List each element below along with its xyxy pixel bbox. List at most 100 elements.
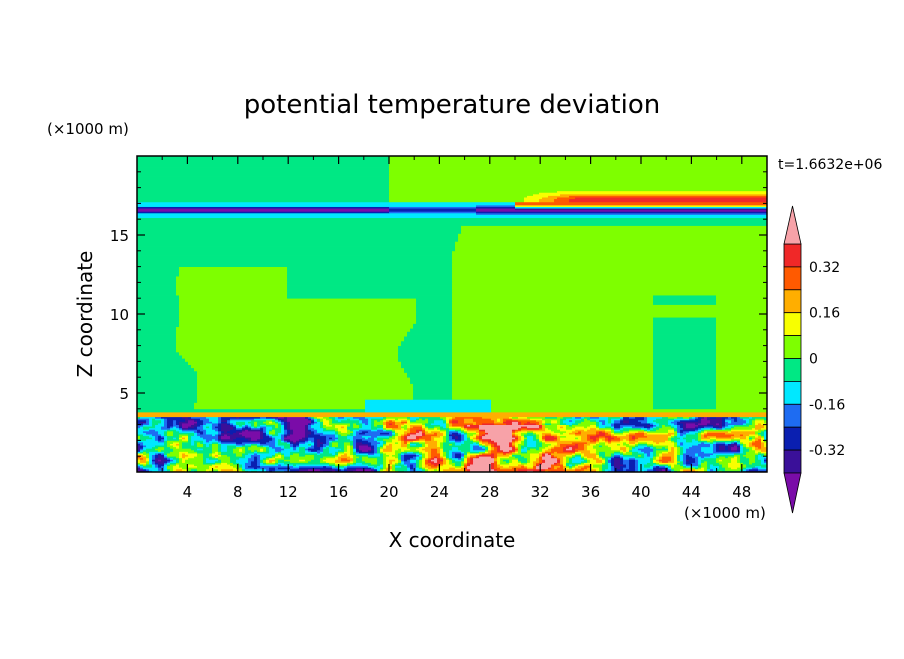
- contour-cell: [536, 441, 543, 444]
- contour-cell: [554, 438, 558, 441]
- contour-cell: [179, 423, 183, 425]
- contour-cell: [734, 441, 738, 444]
- contour-cell: [452, 435, 456, 438]
- contour-cell: [416, 312, 453, 315]
- contour-cell: [347, 453, 351, 456]
- contour-cell: [746, 467, 753, 470]
- contour-cell: [158, 438, 162, 441]
- contour-cell: [407, 434, 411, 437]
- contour-cell: [503, 421, 513, 424]
- contour-cell: [461, 225, 767, 228]
- contour-cell: [644, 426, 651, 429]
- contour-cell: [452, 274, 767, 277]
- contour-cell: [683, 457, 687, 460]
- contour-cell: [671, 464, 675, 467]
- contour-cell: [137, 282, 177, 285]
- contour-cell: [164, 435, 168, 438]
- contour-cell: [389, 419, 393, 422]
- contour-cell: [416, 465, 420, 468]
- contour-cell: [344, 465, 348, 468]
- contour-cell: [683, 460, 687, 463]
- contour-cell: [731, 419, 735, 422]
- contour-cell: [740, 460, 750, 463]
- contour-cell: [740, 454, 744, 457]
- contour-cell: [194, 367, 405, 370]
- contour-cell: [143, 448, 147, 451]
- contour-cell: [260, 435, 264, 438]
- contour-cell: [755, 424, 765, 427]
- contour-cell: [206, 438, 213, 441]
- contour-cell: [476, 438, 480, 441]
- contour-cell: [275, 418, 279, 421]
- contour-cell: [587, 429, 606, 432]
- contour-cell: [245, 464, 252, 467]
- contour-cell: [314, 418, 318, 421]
- contour-cell: [674, 419, 681, 422]
- contour-cell: [452, 276, 767, 279]
- contour-cell: [176, 347, 399, 350]
- contour-cell: [653, 340, 717, 343]
- contour-cell: [539, 462, 543, 465]
- contour-cell: [623, 457, 630, 460]
- contour-cell: [605, 443, 618, 446]
- contour-cell: [614, 434, 627, 437]
- contour-cell: [389, 189, 767, 192]
- contour-cell: [359, 427, 372, 430]
- contour-cell: [440, 446, 444, 449]
- contour-cell: [452, 302, 654, 305]
- contour-cell: [389, 160, 767, 163]
- contour-cell: [620, 438, 624, 441]
- contour-cell: [560, 438, 582, 441]
- contour-cell: [353, 423, 357, 425]
- contour-cell: [452, 347, 654, 350]
- contour-cell: [587, 437, 591, 440]
- contour-cell: [755, 418, 765, 421]
- contour-cell: [308, 426, 312, 429]
- contour-cell: [566, 418, 582, 421]
- contour-cell: [428, 468, 435, 471]
- contour-cell: [197, 377, 411, 380]
- contour-cell: [257, 459, 261, 462]
- contour-cell: [167, 437, 174, 440]
- contour-cell: [221, 434, 225, 437]
- contour-cell: [521, 426, 528, 429]
- contour-cell: [305, 435, 309, 438]
- contour-cell: [671, 465, 675, 468]
- contour-cell: [308, 468, 321, 471]
- contour-cell: [710, 421, 723, 424]
- contour-cell: [629, 421, 642, 424]
- contour-cell: [743, 418, 750, 421]
- contour-cell: [383, 470, 390, 472]
- contour-cell: [137, 290, 177, 293]
- contour-cell: [716, 460, 732, 463]
- contour-cell: [569, 464, 573, 467]
- contour-cell: [443, 468, 465, 471]
- contour-cell: [716, 345, 767, 348]
- contour-cell: [641, 427, 648, 430]
- contour-cell: [461, 459, 465, 462]
- contour-cell: [278, 421, 282, 424]
- contour-cell: [260, 456, 267, 459]
- contour-cell: [653, 459, 657, 462]
- contour-cell: [338, 419, 342, 422]
- contour-cell: [281, 453, 285, 456]
- contour-cell: [578, 445, 585, 448]
- contour-cell: [137, 434, 144, 437]
- contour-cell: [488, 441, 492, 444]
- contour-cell: [326, 438, 336, 441]
- contour-cell: [215, 434, 219, 437]
- contour-cell: [149, 460, 153, 463]
- contour-cell: [173, 449, 195, 452]
- contour-cell: [191, 435, 201, 438]
- contour-cell: [509, 460, 513, 463]
- contour-cell: [137, 171, 390, 174]
- contour-cell: [464, 441, 474, 444]
- contour-cell: [731, 438, 741, 441]
- contour-cell: [167, 445, 174, 448]
- contour-cell: [137, 239, 459, 242]
- contour-cell: [629, 441, 636, 444]
- contour-cell: [218, 465, 234, 468]
- contour-cell: [335, 464, 348, 467]
- contour-cell: [449, 418, 453, 421]
- contour-cell: [365, 405, 492, 408]
